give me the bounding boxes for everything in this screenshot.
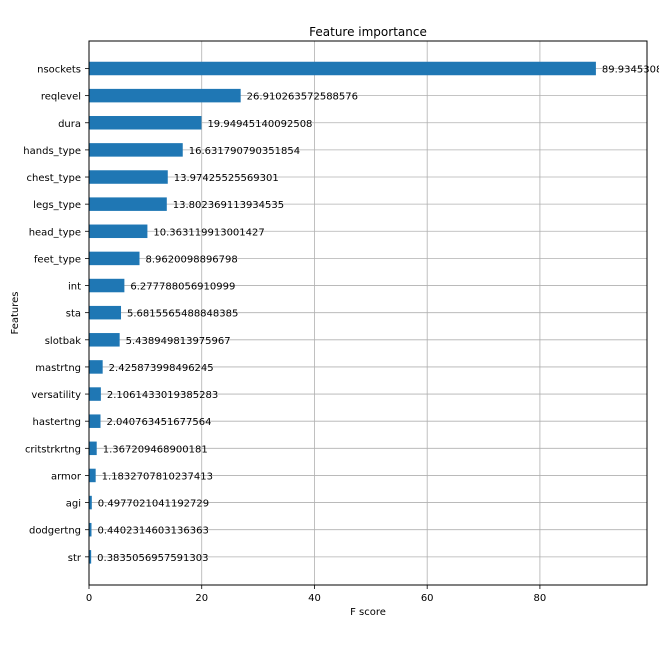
x-tick-label: 80 xyxy=(534,593,547,604)
y-tick-label: dodgertng xyxy=(29,526,81,537)
bar xyxy=(89,441,97,456)
y-tick-label: armor xyxy=(51,471,82,482)
data-label: 5.6815565488848385 xyxy=(127,309,238,320)
bar xyxy=(89,468,96,483)
x-tick-label: 20 xyxy=(195,593,208,604)
plot-frame xyxy=(88,40,648,586)
bar xyxy=(89,305,122,320)
bar xyxy=(89,224,148,239)
y-tick-label: reqlevel xyxy=(41,92,81,103)
x-axis-label: F score xyxy=(350,607,386,618)
bar xyxy=(89,360,103,374)
y-tick-label: hastertng xyxy=(33,417,81,428)
y-tick-label: mastrtng xyxy=(35,363,81,374)
data-label: 16.631790790351854 xyxy=(189,146,300,157)
y-axis-label: Features xyxy=(10,292,21,335)
bar xyxy=(89,61,596,76)
data-label: 10.363119913001427 xyxy=(153,227,264,238)
data-label: 8.9620098896798 xyxy=(146,254,238,265)
bar xyxy=(89,333,120,347)
y-tick-label: hands_type xyxy=(23,146,81,157)
data-label: 89.93453088 xyxy=(602,65,659,76)
y-tick-label: legs_type xyxy=(33,200,81,211)
bar xyxy=(89,522,92,537)
data-label: 0.3835056957591303 xyxy=(97,553,208,564)
y-tick-label: nsockets xyxy=(37,65,81,76)
x-tick-label: 0 xyxy=(86,593,92,604)
y-tick-label: slotbak xyxy=(45,336,82,347)
chart-title: Feature importance xyxy=(309,25,427,39)
bar xyxy=(89,170,168,184)
y-tick-label: str xyxy=(68,553,82,564)
x-tick-label: 60 xyxy=(421,593,434,604)
y-tick-label: head_type xyxy=(29,227,81,238)
data-label-layer: 89.93453088 26.910263572588576 19.94945140… xyxy=(97,65,659,564)
x-tick-label: 40 xyxy=(308,593,321,604)
y-tick-label: versatility xyxy=(31,390,81,401)
bar xyxy=(89,88,241,103)
data-label: 2.1061433019385283 xyxy=(107,390,218,401)
bar-layer xyxy=(89,61,596,564)
data-label: 6.277788056910999 xyxy=(130,282,235,293)
bar xyxy=(89,495,92,510)
data-label: 26.910263572588576 xyxy=(247,92,358,103)
data-label: 0.4402314603136363 xyxy=(97,526,208,537)
bar xyxy=(89,387,101,401)
bar xyxy=(89,251,140,266)
bar xyxy=(89,414,101,428)
data-label: 2.425873998496245 xyxy=(109,363,214,374)
data-label: 13.802369113934535 xyxy=(173,200,284,211)
bar xyxy=(89,550,92,564)
data-label: 5.438949813975967 xyxy=(126,336,231,347)
data-label: 2.040763451677564 xyxy=(107,417,212,428)
y-tick-label: critstrkrtng xyxy=(25,444,81,455)
bar xyxy=(89,278,125,293)
bar xyxy=(89,197,167,211)
data-label: 1.1832707810237413 xyxy=(102,471,213,482)
bar xyxy=(89,143,183,157)
tick-layer: 0 20 40 60 80 nsockets reqlevel dura hands_typec… xyxy=(23,65,546,605)
data-label: 13.97425525569301 xyxy=(174,173,279,184)
y-tick-label: int xyxy=(68,282,81,293)
data-label: 19.94945140092508 xyxy=(207,119,312,130)
bar xyxy=(89,116,202,130)
y-tick-label: sta xyxy=(66,309,81,320)
data-label: 0.4977021041192729 xyxy=(98,499,209,510)
data-label: 1.367209468900181 xyxy=(103,444,208,455)
y-tick-label: feet_type xyxy=(34,254,81,265)
y-tick-label: chest_type xyxy=(27,173,81,184)
y-tick-label: agi xyxy=(66,499,81,510)
y-tick-label: dura xyxy=(58,119,81,130)
